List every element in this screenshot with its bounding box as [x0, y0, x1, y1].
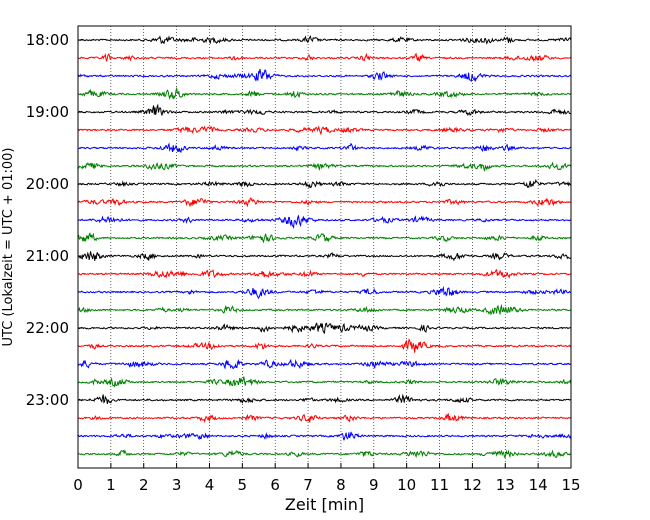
- x-axis-label: Zeit [min]: [285, 495, 364, 514]
- x-tick-label: 11: [430, 476, 449, 494]
- x-tick-label: 4: [205, 476, 215, 494]
- seismic-trace: [77, 178, 572, 189]
- y-tick-label: 20:00: [26, 175, 69, 193]
- x-tick-label: 14: [529, 476, 548, 494]
- seismic-trace: [77, 86, 572, 101]
- x-tick-label: 15: [561, 476, 580, 494]
- x-tick-label: 1: [106, 476, 116, 494]
- seismic-trace: [77, 251, 572, 262]
- x-tick-label: 7: [303, 476, 313, 494]
- y-tick-label: 21:00: [26, 247, 69, 265]
- seismic-trace: [77, 214, 571, 230]
- x-tick-label: 9: [369, 476, 379, 494]
- vertical-gridlines: [110, 26, 539, 468]
- seismic-trace: [77, 142, 571, 154]
- seismic-trace: [77, 376, 572, 388]
- seismic-trace: [77, 449, 571, 460]
- y-axis-label: UTC (Lokalzeit = UTC + 01:00): [1, 148, 16, 347]
- seismic-trace: [77, 303, 572, 316]
- y-tick-label: 18:00: [26, 31, 69, 49]
- x-axis-ticks: 0 1 2 3 4 5 6 7 8 9 10 11 12 13 14 15: [73, 463, 581, 494]
- seismic-trace: [77, 232, 572, 244]
- seismic-trace: [77, 431, 572, 441]
- y-tick-label: 22:00: [26, 319, 69, 337]
- x-tick-label: 12: [463, 476, 482, 494]
- seismic-trace: [77, 358, 571, 370]
- x-tick-label: 6: [270, 476, 280, 494]
- seismic-trace: [77, 286, 571, 300]
- x-tick-label: 13: [496, 476, 515, 494]
- x-tick-label: 5: [238, 476, 248, 494]
- y-tick-label: 19:00: [26, 103, 69, 121]
- x-tick-label: 8: [336, 476, 346, 494]
- y-axis-ticks: 18:00 19:00 20:00 21:00 22:00 23:00: [26, 31, 83, 409]
- seismic-trace: [77, 103, 572, 117]
- x-tick-label: 2: [139, 476, 149, 494]
- x-tick-label: 0: [73, 476, 83, 494]
- seismic-trace: [77, 338, 572, 353]
- seismic-trace: [77, 393, 571, 404]
- seismic-trace: [77, 268, 572, 279]
- seismic-trace: [77, 197, 572, 208]
- y-tick-label: 23:00: [26, 391, 69, 409]
- seismic-trace: [77, 322, 572, 334]
- seismic-trace: [77, 35, 572, 45]
- seismic-trace: [77, 68, 572, 83]
- x-tick-label: 3: [172, 476, 182, 494]
- seismic-traces: [77, 35, 572, 460]
- plot-frame: [77, 25, 572, 469]
- x-tick-label: 10: [397, 476, 416, 494]
- seismic-trace: [77, 125, 572, 136]
- seismic-trace: [77, 52, 572, 62]
- seismic-trace: [77, 412, 572, 423]
- seismic-trace: [77, 161, 572, 172]
